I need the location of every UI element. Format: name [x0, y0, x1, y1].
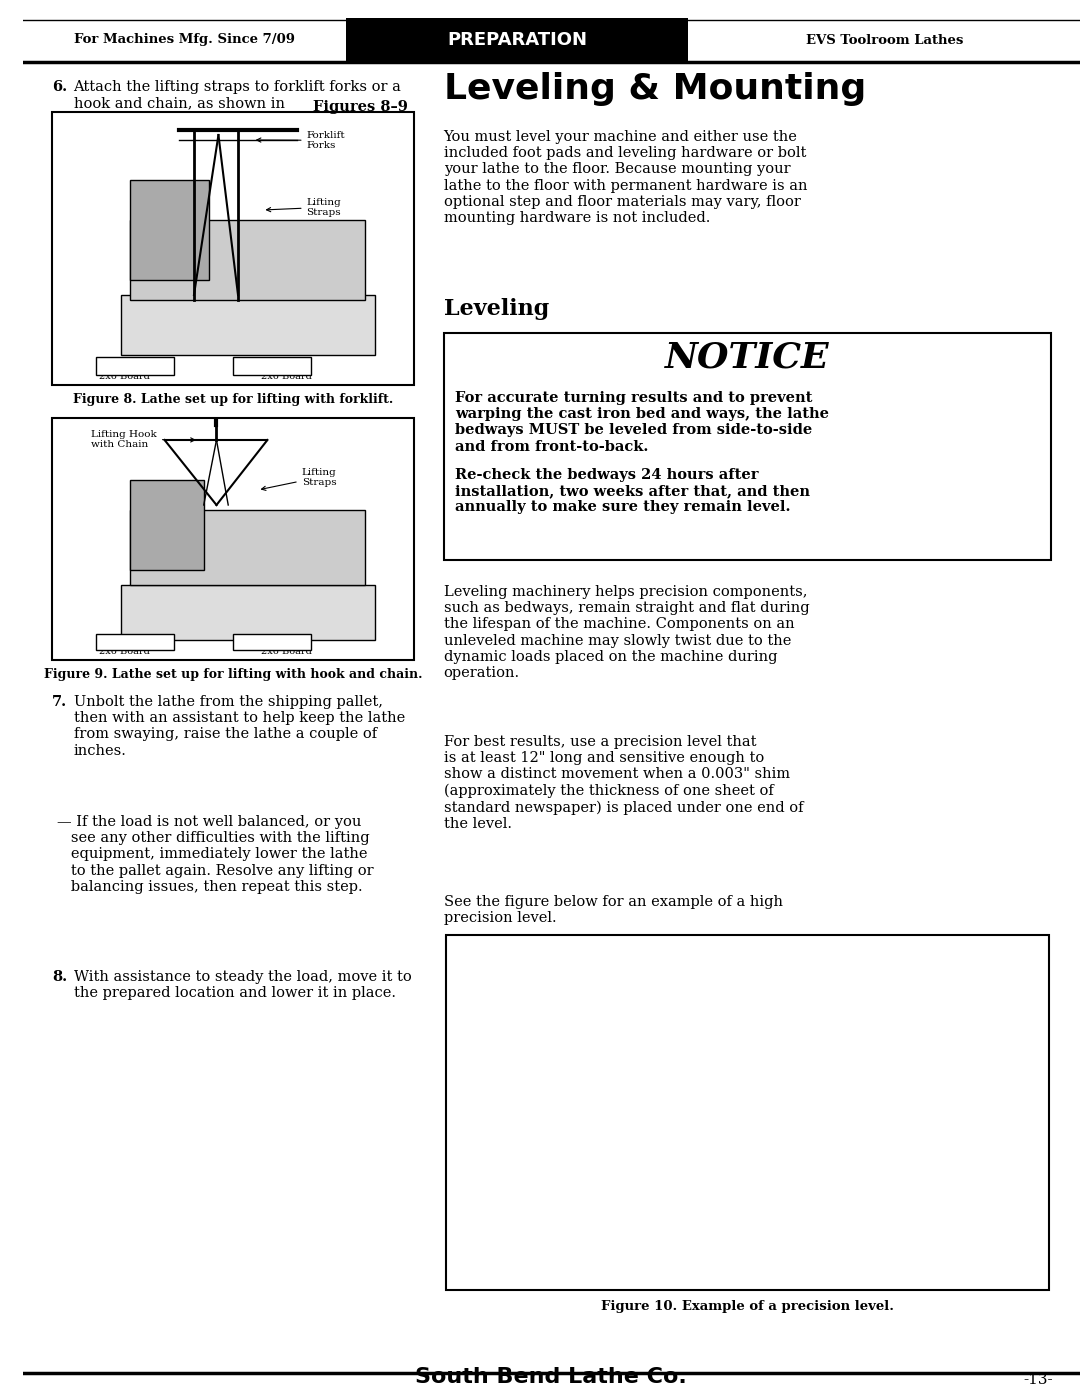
Text: 12" Long
2x6 Board: 12" Long 2x6 Board [99, 362, 150, 381]
Text: Lifting Hook
with Chain: Lifting Hook with Chain [91, 430, 194, 448]
Text: Lifting
Straps: Lifting Straps [261, 468, 336, 490]
Text: With assistance to steady the load, move it to
the prepared location and lower i: With assistance to steady the load, move… [73, 970, 411, 1000]
Text: Leveling machinery helps precision components,
such as bedways, remain straight : Leveling machinery helps precision compo… [444, 585, 809, 680]
Text: For accurate turning results and to prevent
warping the cast iron bed and ways, : For accurate turning results and to prev… [456, 391, 829, 454]
FancyBboxPatch shape [121, 295, 375, 355]
Text: Attach the lifting straps to forklift forks or a
hook and chain, as shown in: Attach the lifting straps to forklift fo… [73, 80, 402, 110]
FancyBboxPatch shape [233, 358, 311, 374]
Text: PREPARATION: PREPARATION [447, 31, 588, 49]
Text: — If the load is not well balanced, or you
   see any other difficulties with th: — If the load is not well balanced, or y… [57, 814, 374, 894]
Text: For Machines Mfg. Since 7/09: For Machines Mfg. Since 7/09 [73, 34, 295, 46]
Text: 8.: 8. [52, 970, 67, 983]
FancyBboxPatch shape [52, 112, 415, 386]
Text: 6.: 6. [52, 80, 67, 94]
FancyBboxPatch shape [52, 418, 415, 659]
Text: Leveling: Leveling [444, 298, 549, 320]
Text: You must level your machine and either use the
included foot pads and leveling h: You must level your machine and either u… [444, 130, 807, 225]
Text: EVS Toolroom Lathes: EVS Toolroom Lathes [806, 34, 963, 46]
FancyBboxPatch shape [346, 18, 688, 61]
Text: Figure 9. Lathe set up for lifting with hook and chain.: Figure 9. Lathe set up for lifting with … [44, 668, 422, 680]
FancyBboxPatch shape [444, 332, 1051, 560]
Text: NOTICE: NOTICE [665, 341, 829, 374]
FancyBboxPatch shape [233, 634, 311, 650]
Text: -13-: -13- [1023, 1373, 1053, 1387]
Text: See the figure below for an example of a high
precision level.: See the figure below for an example of a… [444, 895, 783, 925]
Text: Lifting
Straps: Lifting Straps [267, 197, 341, 217]
Text: Figure 10. Example of a precision level.: Figure 10. Example of a precision level. [600, 1301, 893, 1313]
Text: Figure 8. Lathe set up for lifting with forklift.: Figure 8. Lathe set up for lifting with … [73, 393, 393, 407]
Text: 12" Long
2x6 Board: 12" Long 2x6 Board [99, 637, 150, 657]
FancyBboxPatch shape [96, 358, 174, 374]
Text: Forklift
Forks: Forklift Forks [257, 130, 346, 149]
Text: Leveling & Mounting: Leveling & Mounting [444, 73, 866, 106]
Text: 7.: 7. [52, 694, 67, 710]
FancyBboxPatch shape [131, 180, 208, 279]
FancyBboxPatch shape [131, 481, 204, 570]
Text: .: . [381, 101, 386, 115]
Text: Re-check the bedways 24 hours after
installation, two weeks after that, and then: Re-check the bedways 24 hours after inst… [456, 468, 810, 514]
Text: 12" Long
2x6 Board: 12" Long 2x6 Board [260, 637, 311, 657]
Text: For best results, use a precision level that
is at least 12" long and sensitive : For best results, use a precision level … [444, 735, 804, 831]
FancyBboxPatch shape [446, 935, 1049, 1289]
FancyBboxPatch shape [131, 219, 365, 300]
Text: Figures 8–9: Figures 8–9 [313, 101, 408, 115]
FancyBboxPatch shape [121, 585, 375, 640]
Text: 12" Long
2x6 Board: 12" Long 2x6 Board [260, 362, 311, 381]
FancyBboxPatch shape [131, 510, 365, 585]
FancyBboxPatch shape [96, 634, 174, 650]
Text: South Bend Lathe Co.: South Bend Lathe Co. [416, 1368, 687, 1387]
Text: Unbolt the lathe from the shipping pallet,
then with an assistant to help keep t: Unbolt the lathe from the shipping palle… [73, 694, 405, 757]
